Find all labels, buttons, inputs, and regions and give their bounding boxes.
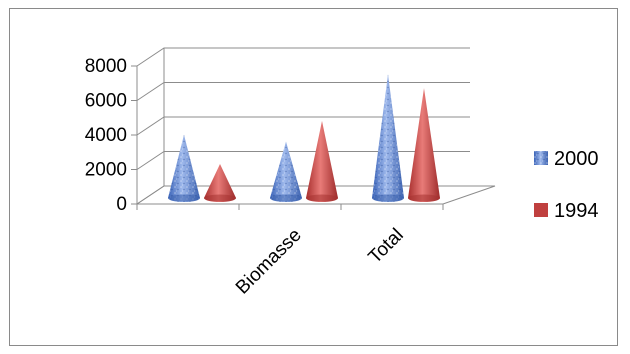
cone-2000-Biomasse [270, 141, 302, 202]
cone-texture [372, 74, 404, 202]
data-cones [168, 74, 440, 202]
cone-body [408, 88, 440, 202]
axes [131, 48, 444, 210]
y-tick-label: 6000 [85, 91, 127, 112]
cone-body [306, 120, 338, 202]
y-tick-label: 4000 [85, 125, 127, 146]
legend: 2000 1994 [534, 148, 599, 222]
cone-1994-cat1 [204, 164, 236, 202]
cone-base [168, 194, 200, 202]
gridline [136, 82, 470, 101]
legend-label: 1994 [554, 200, 599, 222]
x-category-labels: Biomasse Total [232, 225, 408, 299]
cone-base [408, 194, 440, 202]
cone-texture [270, 141, 302, 202]
legend-label: 2000 [554, 148, 599, 170]
y-tick-labels: 0 2000 4000 6000 8000 [85, 56, 127, 215]
legend-swatch-texture [534, 151, 548, 165]
cone-base [372, 194, 404, 202]
y-tick-label: 2000 [85, 160, 127, 181]
gridline [136, 47, 470, 67]
y-tick-label: 0 [116, 194, 127, 215]
legend-item-2000: 2000 [534, 148, 599, 170]
y-tick-label: 8000 [85, 56, 127, 77]
cone-1994-Biomasse [306, 120, 338, 202]
cone-1994-Total [408, 88, 440, 202]
cone-base [204, 194, 236, 202]
cone-base [270, 194, 302, 202]
cone-2000-cat1 [168, 134, 200, 202]
cone-2000-Total [372, 74, 404, 202]
legend-item-1994: 1994 [534, 200, 599, 222]
x-category-label-1: Biomasse [232, 225, 306, 299]
cone-base [306, 194, 338, 202]
legend-swatch [534, 203, 548, 217]
x-category-label-2: Total [365, 225, 408, 268]
cone-body [204, 164, 236, 202]
cone-texture [168, 134, 200, 202]
